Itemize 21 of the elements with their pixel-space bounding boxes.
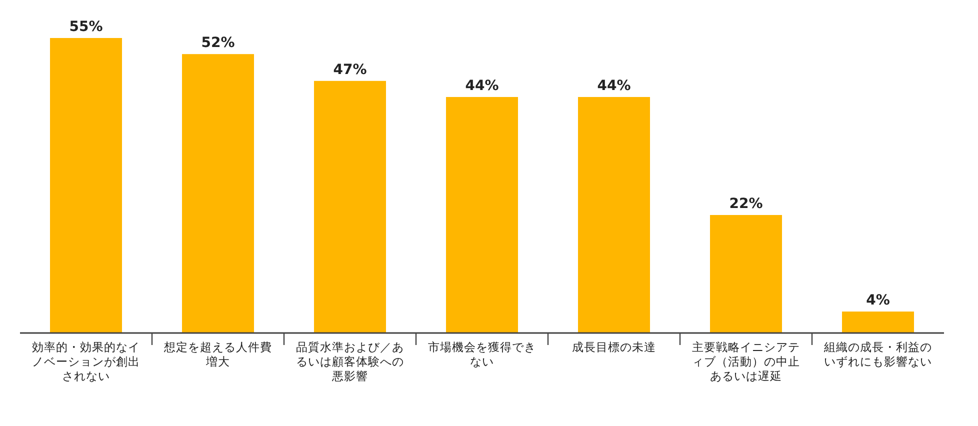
data-label: 55% <box>69 19 103 35</box>
x-tick-label: 主要戦略イニシアティブ（活動）の中止あるいは遅延 <box>692 340 800 383</box>
data-label: 44% <box>465 78 499 94</box>
x-tick-label: 想定を超える人件費増大 <box>163 340 272 368</box>
bar <box>314 80 386 333</box>
bar <box>182 54 254 333</box>
data-label: 52% <box>201 35 235 52</box>
x-tick-label: 組織の成長・利益のいずれにも影響ない <box>823 340 932 368</box>
bar <box>446 97 518 333</box>
bar <box>578 97 650 333</box>
bar <box>50 38 122 333</box>
bar <box>842 312 914 333</box>
x-tick-label: 品質水準および／あるいは顧客体験への悪影響 <box>296 340 404 383</box>
data-label: 47% <box>333 62 367 78</box>
x-tick-label: 効率的・効果的なイノベーションが創出されない <box>32 340 140 383</box>
x-tick-label: 成長目標の未達 <box>572 340 656 354</box>
data-label: 22% <box>729 196 763 212</box>
data-label: 4% <box>866 292 890 309</box>
data-label: 44% <box>597 78 631 94</box>
bar <box>710 215 782 333</box>
x-tick-label: 市場機会を獲得できない <box>428 340 536 368</box>
